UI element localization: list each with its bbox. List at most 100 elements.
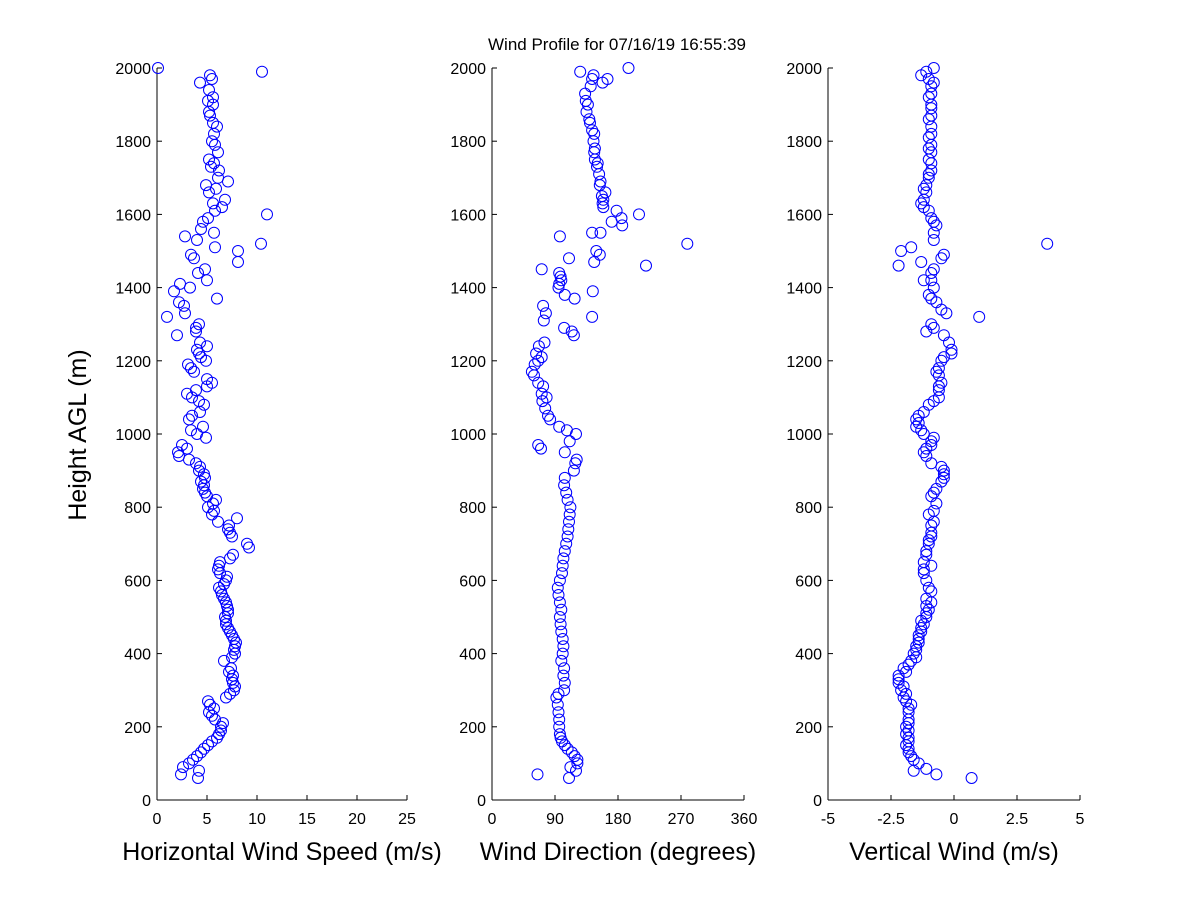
x-tick-label-direction: 180 [605,811,632,828]
data-point-speed [208,127,220,140]
data-point-speed [217,717,229,730]
data-point-vertical [925,157,938,170]
data-point-vertical [920,545,933,558]
data-point-vertical [922,73,935,85]
data-point-speed [192,267,204,279]
data-point-vertical [905,241,918,254]
y-tick-label-vertical: 600 [795,573,822,590]
data-point-speed [207,497,219,510]
data-point-direction [555,625,568,638]
data-point-vertical [930,482,943,495]
data-point-vertical [925,519,938,532]
data-point-direction [539,307,552,320]
data-point-vertical [927,504,940,517]
data-point-speed [226,651,238,664]
data-point-speed [190,321,202,334]
data-point-vertical [930,365,943,378]
x-tick-label-vertical: -2.5 [877,811,905,828]
data-point-vertical [935,354,948,367]
data-point-vertical [897,691,910,704]
data-point-direction [558,479,571,492]
data-point-direction [586,310,599,323]
data-point-vertical [920,548,933,561]
data-point-direction [564,501,577,514]
data-point-vertical [937,329,950,342]
data-point-direction [532,376,545,389]
data-point-direction [552,589,565,601]
data-point-direction [564,761,577,774]
data-point-direction [556,559,569,572]
data-point-vertical [925,526,938,539]
data-point-speed [211,120,223,133]
data-point-speed [190,384,202,397]
data-point-vertical [922,534,935,547]
data-point-vertical [937,468,950,481]
data-point-speed [185,362,197,375]
data-point-direction [532,354,545,367]
x-tick-label-speed: 5 [203,811,212,828]
data-point-vertical [907,764,920,777]
data-point-direction [557,669,570,682]
data-point-vertical [925,127,938,140]
data-point-speed [204,69,216,82]
data-point-speed [227,669,239,682]
data-point-vertical [892,259,905,272]
data-point-vertical [930,497,943,510]
y-tick-label-speed: 1000 [115,427,151,444]
data-point-direction [556,567,568,580]
data-point-speed [218,654,230,667]
y-tick-label-vertical: 800 [795,500,822,517]
data-point-speed [201,340,213,353]
y-tick-label-speed: 1400 [115,281,151,298]
data-point-direction [530,347,543,360]
data-point-speed [202,695,214,708]
data-point-direction [555,603,568,616]
data-point-vertical [935,376,948,389]
data-point-direction [536,395,549,408]
data-point-vertical [925,490,938,503]
data-point-vertical [900,665,913,678]
data-point-vertical [920,450,933,462]
data-point-direction [542,409,554,422]
data-point-speed [214,556,226,569]
x-tick-label-direction: 0 [488,811,497,828]
data-point-vertical [902,706,915,719]
y-tick-label-speed: 1200 [115,354,151,371]
x-tick-label-direction: 360 [731,811,758,828]
data-point-direction [590,245,603,257]
data-point-vertical [910,420,923,433]
data-point-vertical [925,439,938,451]
data-point-vertical [900,739,913,752]
data-point-vertical [932,362,945,375]
data-point-speed [195,223,207,235]
data-point-vertical [927,431,940,444]
data-point-vertical [907,647,920,660]
data-point-speed [194,460,206,473]
data-point-direction [570,453,583,466]
data-point-direction [558,446,571,459]
data-point-speed [206,135,218,148]
y-tick-label-direction: 2000 [450,61,486,78]
data-point-speed [212,146,224,159]
data-point-speed [203,84,215,96]
data-point-speed [219,611,231,623]
data-point-direction [535,442,547,455]
data-point-direction [553,596,566,609]
data-point-speed [193,318,205,331]
data-point-speed [152,62,164,74]
data-point-speed [176,439,188,451]
data-point-speed [190,457,202,470]
x-axis-label-vertical: Vertical Wind (m/s) [849,838,1059,866]
panel-vertical: 0 200 400 600 800 1000 1200 1400 1600 1800 2000 -5 -… [786,61,1084,866]
data-point-direction [532,439,545,451]
data-point-speed [175,768,187,781]
data-point-vertical [945,347,958,360]
data-point-speed [219,193,231,206]
data-point-vertical [925,138,938,151]
data-point-vertical [925,120,938,133]
data-point-vertical [935,475,948,488]
panel-speed: 0 200 400 600 800 1000 1200 1400 1600 1800 2000 0 5 1… [115,61,441,866]
data-point-direction [593,248,606,261]
data-point-vertical [932,384,945,397]
